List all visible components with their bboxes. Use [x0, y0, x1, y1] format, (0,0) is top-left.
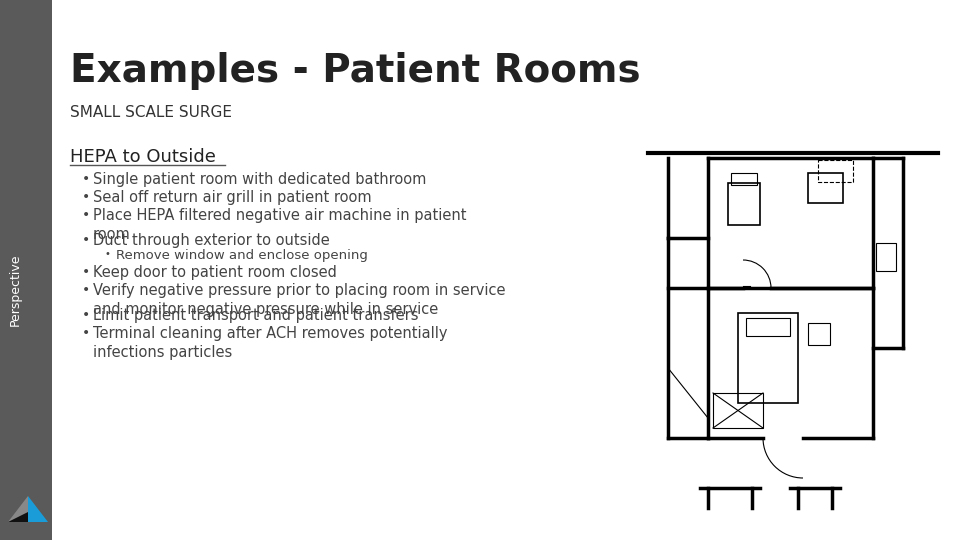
Text: •: • — [82, 233, 90, 247]
Bar — [746, 318, 790, 336]
Bar — [738, 313, 798, 403]
Text: •: • — [82, 208, 90, 222]
Text: Seal off return air grill in patient room: Seal off return air grill in patient roo… — [93, 190, 372, 205]
Text: Single patient room with dedicated bathroom: Single patient room with dedicated bathr… — [93, 172, 426, 187]
Polygon shape — [8, 496, 28, 522]
Text: •: • — [82, 190, 90, 204]
Text: •: • — [105, 249, 110, 259]
Text: Place HEPA filtered negative air machine in patient
room: Place HEPA filtered negative air machine… — [93, 208, 467, 241]
Text: Verify negative pressure prior to placing room in service
and monitor negative p: Verify negative pressure prior to placin… — [93, 283, 506, 316]
Polygon shape — [28, 496, 48, 522]
Bar — [728, 183, 760, 225]
Bar — [713, 393, 763, 428]
Text: •: • — [82, 308, 90, 322]
Bar — [818, 160, 853, 182]
Text: Limit patient transport and patient transfers: Limit patient transport and patient tran… — [93, 308, 419, 323]
Text: Examples - Patient Rooms: Examples - Patient Rooms — [70, 52, 640, 90]
Text: HEPA to Outside: HEPA to Outside — [70, 148, 216, 166]
Text: •: • — [82, 326, 90, 340]
Text: Perspective: Perspective — [9, 254, 21, 326]
Text: Duct through exterior to outside: Duct through exterior to outside — [93, 233, 329, 248]
Text: Remove window and enclose opening: Remove window and enclose opening — [116, 249, 368, 262]
Text: Keep door to patient room closed: Keep door to patient room closed — [93, 265, 337, 280]
Text: SMALL SCALE SURGE: SMALL SCALE SURGE — [70, 105, 232, 120]
Bar — [808, 323, 830, 345]
Text: •: • — [82, 265, 90, 279]
Bar — [808, 173, 843, 203]
Bar — [731, 173, 757, 185]
Polygon shape — [8, 512, 28, 522]
Text: •: • — [82, 172, 90, 186]
Text: •: • — [82, 283, 90, 297]
Bar — [0, 0, 52, 540]
Text: Terminal cleaning after ACH removes potentially
infections particles: Terminal cleaning after ACH removes pote… — [93, 326, 447, 360]
Bar — [876, 243, 896, 271]
